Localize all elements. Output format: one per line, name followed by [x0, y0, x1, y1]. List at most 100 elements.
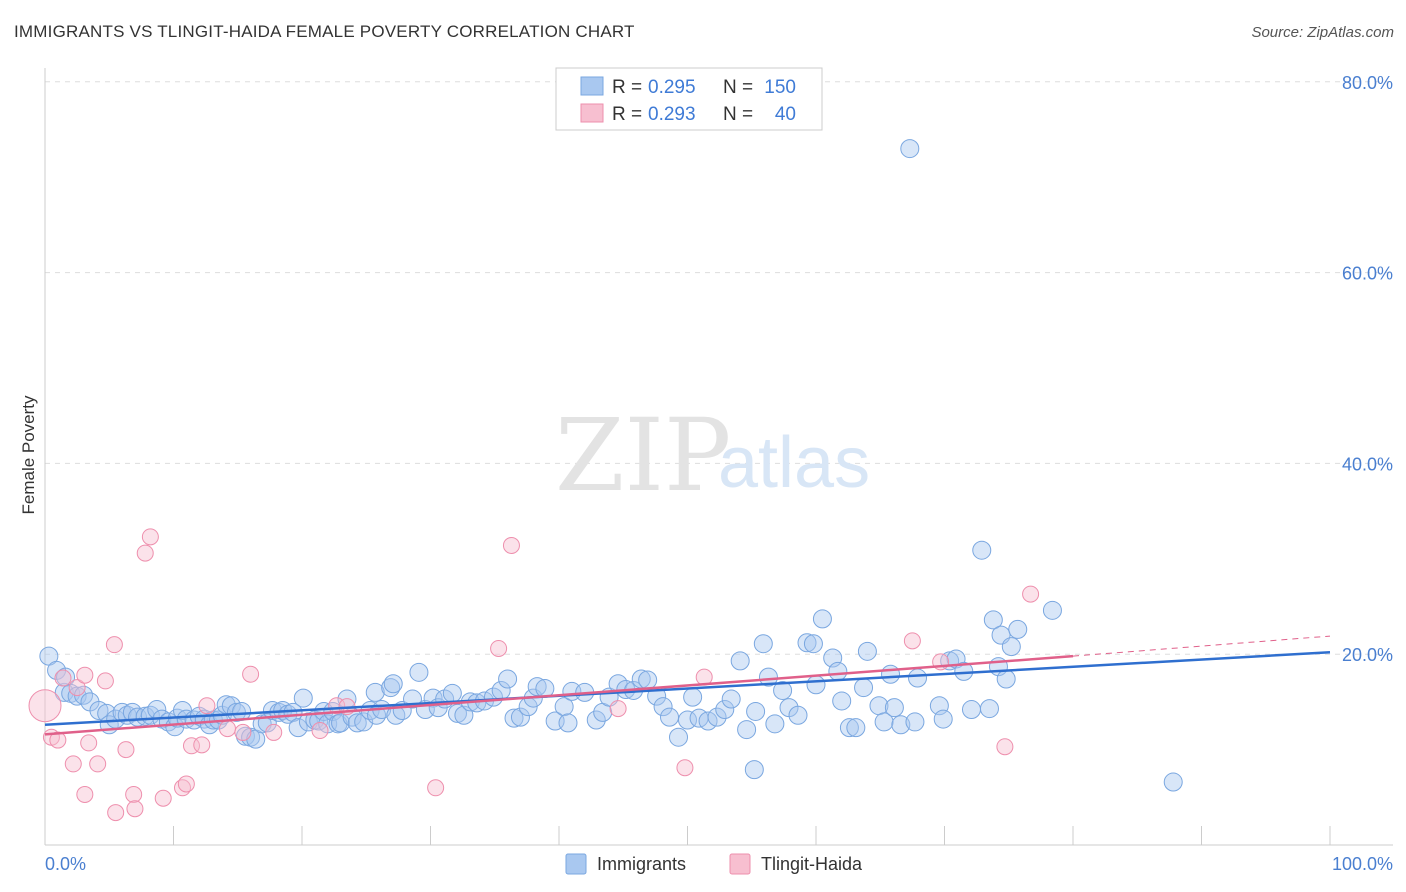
legend-n-value-immigrants: 150	[764, 77, 796, 98]
legend-r-value-immigrants: 0.295	[648, 77, 696, 98]
immigrants-point-148	[972, 540, 992, 560]
tlingit-haida-point-2	[49, 731, 67, 749]
x-tick-label-100: 100.0%	[1332, 854, 1393, 874]
immigrants-point-62	[365, 682, 385, 702]
immigrants-point-74	[442, 683, 462, 703]
y-tick-label-80: 80.0%	[1342, 73, 1393, 93]
immigrants-trend-line	[44, 651, 1331, 727]
immigrants-point-135	[874, 712, 894, 732]
tlingit-haida-point-31	[427, 779, 445, 797]
y-axis-label: Female Poverty	[19, 395, 38, 515]
immigrants-point-137	[884, 698, 904, 718]
immigrants-point-83	[504, 708, 524, 728]
tlingit-haida-points	[28, 528, 1040, 822]
immigrants-point-46	[288, 718, 308, 738]
immigrants-point-104	[660, 707, 680, 727]
immigrants-point-147	[961, 700, 981, 720]
tlingit-haida-point-34	[609, 700, 627, 718]
tlingit-haida-point-14	[125, 785, 143, 803]
x-tick-labels: 0.0% 100.0%	[45, 854, 1393, 874]
tlingit-haida-point-22	[193, 736, 211, 754]
immigrants-point-94	[586, 710, 606, 730]
immigrants-point-103	[653, 697, 673, 717]
bottom-legend-swatch-immigrants	[565, 853, 587, 875]
immigrants-point-129	[832, 691, 852, 711]
immigrants-point-128	[828, 661, 848, 681]
immigrants-point-125	[806, 675, 826, 695]
immigrants-point-117	[753, 634, 773, 654]
immigrants-point-5	[67, 686, 87, 706]
bottom-legend-label-immigrants: Immigrants	[597, 854, 686, 874]
immigrants-point-150	[983, 610, 1003, 630]
tlingit-haida-point-40	[1022, 585, 1040, 603]
immigrants-point-111	[715, 700, 735, 720]
immigrants-point-106	[678, 710, 697, 730]
bottom-legend: Immigrants Tlingit-Haida	[565, 853, 863, 875]
immigrants-point-141	[908, 668, 928, 688]
immigrants-point-153	[996, 669, 1016, 689]
immigrants-point-58	[347, 713, 367, 733]
immigrants-point-133	[857, 641, 877, 661]
tlingit-haida-point-13	[117, 741, 135, 759]
tlingit-haida-point-10	[96, 672, 114, 690]
tlingit-haida-point-15	[126, 800, 144, 818]
tlingit-haida-point-7	[76, 785, 94, 803]
immigrants-point-156	[1042, 600, 1062, 620]
immigrants-point-115	[744, 760, 764, 780]
immigrants-point-113	[730, 651, 750, 671]
immigrants-point-123	[797, 633, 817, 653]
y-tick-labels: 20.0% 40.0% 60.0% 80.0%	[1342, 73, 1393, 665]
immigrants-point-8	[89, 700, 109, 720]
tlingit-haida-point-3	[54, 669, 72, 687]
tlingit-haida-point-39	[996, 738, 1014, 756]
immigrants-point-154	[1001, 637, 1021, 657]
x-tick-label-0: 0.0%	[45, 854, 86, 874]
legend-swatch-immigrants	[580, 76, 604, 96]
immigrants-point-75	[447, 703, 467, 723]
tlingit-haida-trend-extension	[1072, 635, 1331, 657]
y-tick-label-60: 60.0%	[1342, 264, 1393, 284]
immigrants-point-114	[737, 720, 757, 740]
watermark-atlas: atlas	[718, 423, 870, 503]
immigrants-point-119	[765, 714, 785, 734]
immigrants-point-110	[707, 707, 727, 727]
legend-swatch-tlingit-haida	[580, 103, 604, 123]
source-label: Source: ZipAtlas.com	[1251, 24, 1394, 41]
immigrants-point-116	[746, 701, 766, 721]
tlingit-haida-point-28	[311, 722, 329, 740]
tlingit-haida-point-12	[107, 804, 125, 822]
tlingit-haida-point-8	[80, 734, 98, 752]
legend-r-label-immigrants: R =	[612, 77, 642, 98]
legend-r-label-tlingit-haida: R =	[612, 104, 642, 125]
legend-r-value-tlingit-haida: 0.293	[648, 104, 696, 125]
immigrants-point-143	[933, 709, 953, 729]
immigrants-point-65	[383, 674, 403, 694]
watermark-zip: ZIP	[555, 397, 731, 514]
immigrants-point-149	[979, 699, 999, 719]
immigrants-point-126	[812, 609, 832, 629]
grid	[45, 81, 1393, 655]
tlingit-haida-point-11	[105, 636, 123, 654]
tlingit-haida-point-35	[676, 759, 694, 777]
immigrants-point-132	[854, 678, 874, 698]
immigrants-point-91	[558, 713, 578, 733]
immigrants-point-69	[409, 662, 429, 682]
immigrants-point-131	[846, 718, 866, 738]
tlingit-haida-point-23	[198, 697, 216, 715]
bottom-legend-swatch-tlingit-haida	[729, 853, 751, 875]
immigrants-point-118	[758, 667, 778, 687]
tlingit-haida-point-26	[242, 665, 260, 683]
y-tick-label-20: 20.0%	[1342, 645, 1393, 665]
immigrants-point-140	[900, 139, 920, 159]
tlingit-haida-point-0	[28, 689, 62, 723]
immigrants-point-105	[669, 727, 689, 747]
immigrants-point-130	[839, 718, 859, 738]
tlingit-haida-point-9	[89, 755, 107, 773]
tlingit-haida-point-33	[502, 536, 520, 554]
tlingit-haida-point-27	[265, 723, 283, 741]
immigrants-point-139	[905, 712, 925, 732]
immigrants-point-157	[1163, 772, 1183, 792]
immigrants-point-138	[891, 715, 911, 735]
tlingit-haida-point-6	[76, 666, 94, 684]
